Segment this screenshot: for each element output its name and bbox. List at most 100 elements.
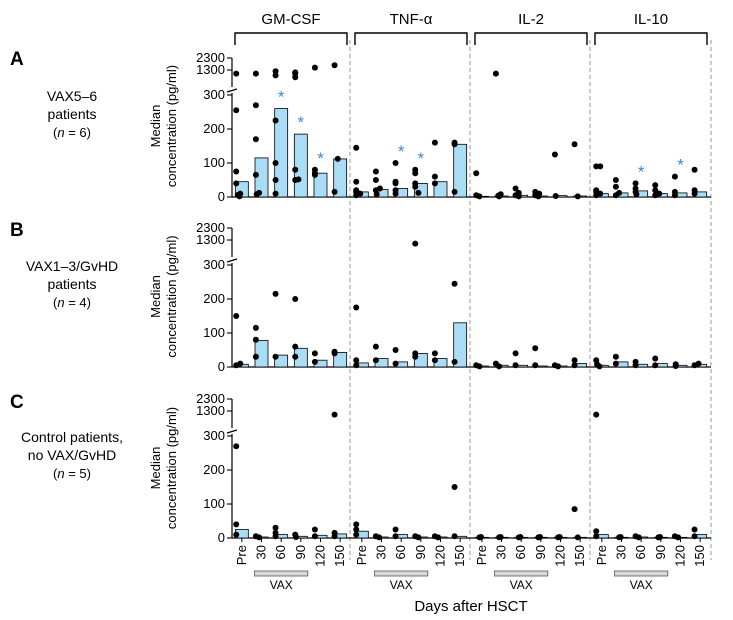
patient-dot xyxy=(451,533,458,540)
patient-dot xyxy=(233,168,240,175)
vax-label: VAX xyxy=(630,578,653,592)
y-tick-label: 2300 xyxy=(196,391,225,406)
patient-dot xyxy=(612,353,619,360)
series-C-4 xyxy=(593,411,708,541)
series-A-1: * * * xyxy=(233,62,348,200)
patient-dot xyxy=(478,533,485,540)
patient-dot xyxy=(492,70,499,77)
patient-dot xyxy=(412,180,419,187)
patient-dot xyxy=(372,168,379,175)
patient-dot xyxy=(574,534,581,541)
y-tick-label: 300 xyxy=(203,428,225,443)
median-bar xyxy=(333,351,348,368)
patient-dot xyxy=(353,144,360,151)
vax-period-bar xyxy=(494,570,549,577)
patient-dot xyxy=(431,139,438,146)
patient-dot xyxy=(272,160,279,166)
patient-dot xyxy=(532,188,539,195)
header-bracket xyxy=(474,32,588,45)
y-tick-label: 100 xyxy=(203,325,225,340)
patient-dot xyxy=(571,357,578,364)
x-tick-label: 30 xyxy=(374,545,389,559)
y-tick-label: 2300 xyxy=(196,220,225,235)
n-value: = 5) xyxy=(65,466,91,481)
patient-dot xyxy=(593,411,600,418)
median-bar xyxy=(293,133,308,198)
patient-dot xyxy=(551,362,558,369)
patient-dot xyxy=(233,180,240,187)
patient-dot xyxy=(292,296,299,302)
patient-dot xyxy=(515,189,522,196)
median-bar xyxy=(274,354,289,368)
patient-dot xyxy=(295,176,302,183)
patient-dot xyxy=(451,139,458,146)
header-bracket xyxy=(354,32,468,45)
panel-n-label: (n = 4) xyxy=(53,295,91,310)
x-tick-label: 60 xyxy=(633,545,648,559)
patient-dot xyxy=(252,336,259,343)
patient-dot xyxy=(537,533,544,540)
series-B-3 xyxy=(473,345,588,370)
x-tick-label: 120 xyxy=(553,545,568,567)
patient-dot xyxy=(532,345,539,352)
patient-dot xyxy=(353,304,360,311)
vax-period-bar xyxy=(374,570,429,577)
patient-dot xyxy=(331,348,338,355)
patient-dot xyxy=(392,160,399,166)
patient-dot xyxy=(392,526,399,533)
patient-dot xyxy=(556,533,563,540)
patient-dot xyxy=(571,506,578,513)
patient-dot xyxy=(272,177,279,183)
patient-dot xyxy=(451,280,458,287)
patient-dot xyxy=(656,190,663,197)
x-tick-label: Pre xyxy=(354,545,369,565)
patient-dot xyxy=(597,163,604,170)
patient-dot xyxy=(292,74,299,81)
patient-dot xyxy=(372,357,379,364)
patient-dot xyxy=(292,531,299,538)
patient-dot xyxy=(292,166,299,173)
patient-dot xyxy=(551,151,558,158)
x-axis-title: Days after HSCT xyxy=(414,598,527,615)
patient-dot xyxy=(612,183,619,190)
patient-dot xyxy=(691,533,698,540)
series-B-4 xyxy=(593,353,708,370)
x-tick-label: 30 xyxy=(254,545,269,559)
significance-star: * xyxy=(638,162,645,181)
patient-dot xyxy=(512,362,519,369)
patient-dot xyxy=(233,443,240,450)
patient-dot xyxy=(233,531,240,538)
patient-dot xyxy=(593,187,600,194)
patient-dot xyxy=(672,361,679,368)
panel-letter-C: C xyxy=(10,392,24,413)
y-axis-title-line2: concentration (pg/ml) xyxy=(164,407,179,529)
cytokine-header-2: TNF-α xyxy=(390,11,433,28)
patient-dot xyxy=(574,193,581,200)
patient-dot xyxy=(252,324,259,331)
patient-dot xyxy=(671,173,678,180)
median-bar xyxy=(313,172,328,198)
patient-dot xyxy=(571,141,578,148)
significance-star: * xyxy=(677,156,684,175)
panel-label-line2: patients xyxy=(47,106,96,122)
patient-dot xyxy=(617,533,624,540)
y-tick-label: 200 xyxy=(203,121,225,136)
patient-dot xyxy=(517,533,524,540)
x-tick-label: Pre xyxy=(474,545,489,565)
patient-dot xyxy=(671,533,678,540)
patient-dot xyxy=(652,362,659,369)
patient-dot xyxy=(331,62,338,69)
vax-label: VAX xyxy=(270,578,293,592)
patient-dot xyxy=(512,185,519,192)
y-axis-title-line2: concentration (pg/ml) xyxy=(164,235,179,357)
x-tick-label: 150 xyxy=(692,545,707,567)
y-tick-label: 100 xyxy=(203,155,225,170)
patient-dot xyxy=(237,190,244,197)
patient-dot xyxy=(497,191,504,198)
patient-dot xyxy=(632,358,639,365)
y-axis-title-line2: concentration (pg/ml) xyxy=(164,65,179,187)
patient-dot xyxy=(252,353,259,360)
patient-dot xyxy=(431,180,438,187)
cytokine-header-1: GM-CSF xyxy=(261,11,320,28)
significance-star: * xyxy=(418,149,425,168)
